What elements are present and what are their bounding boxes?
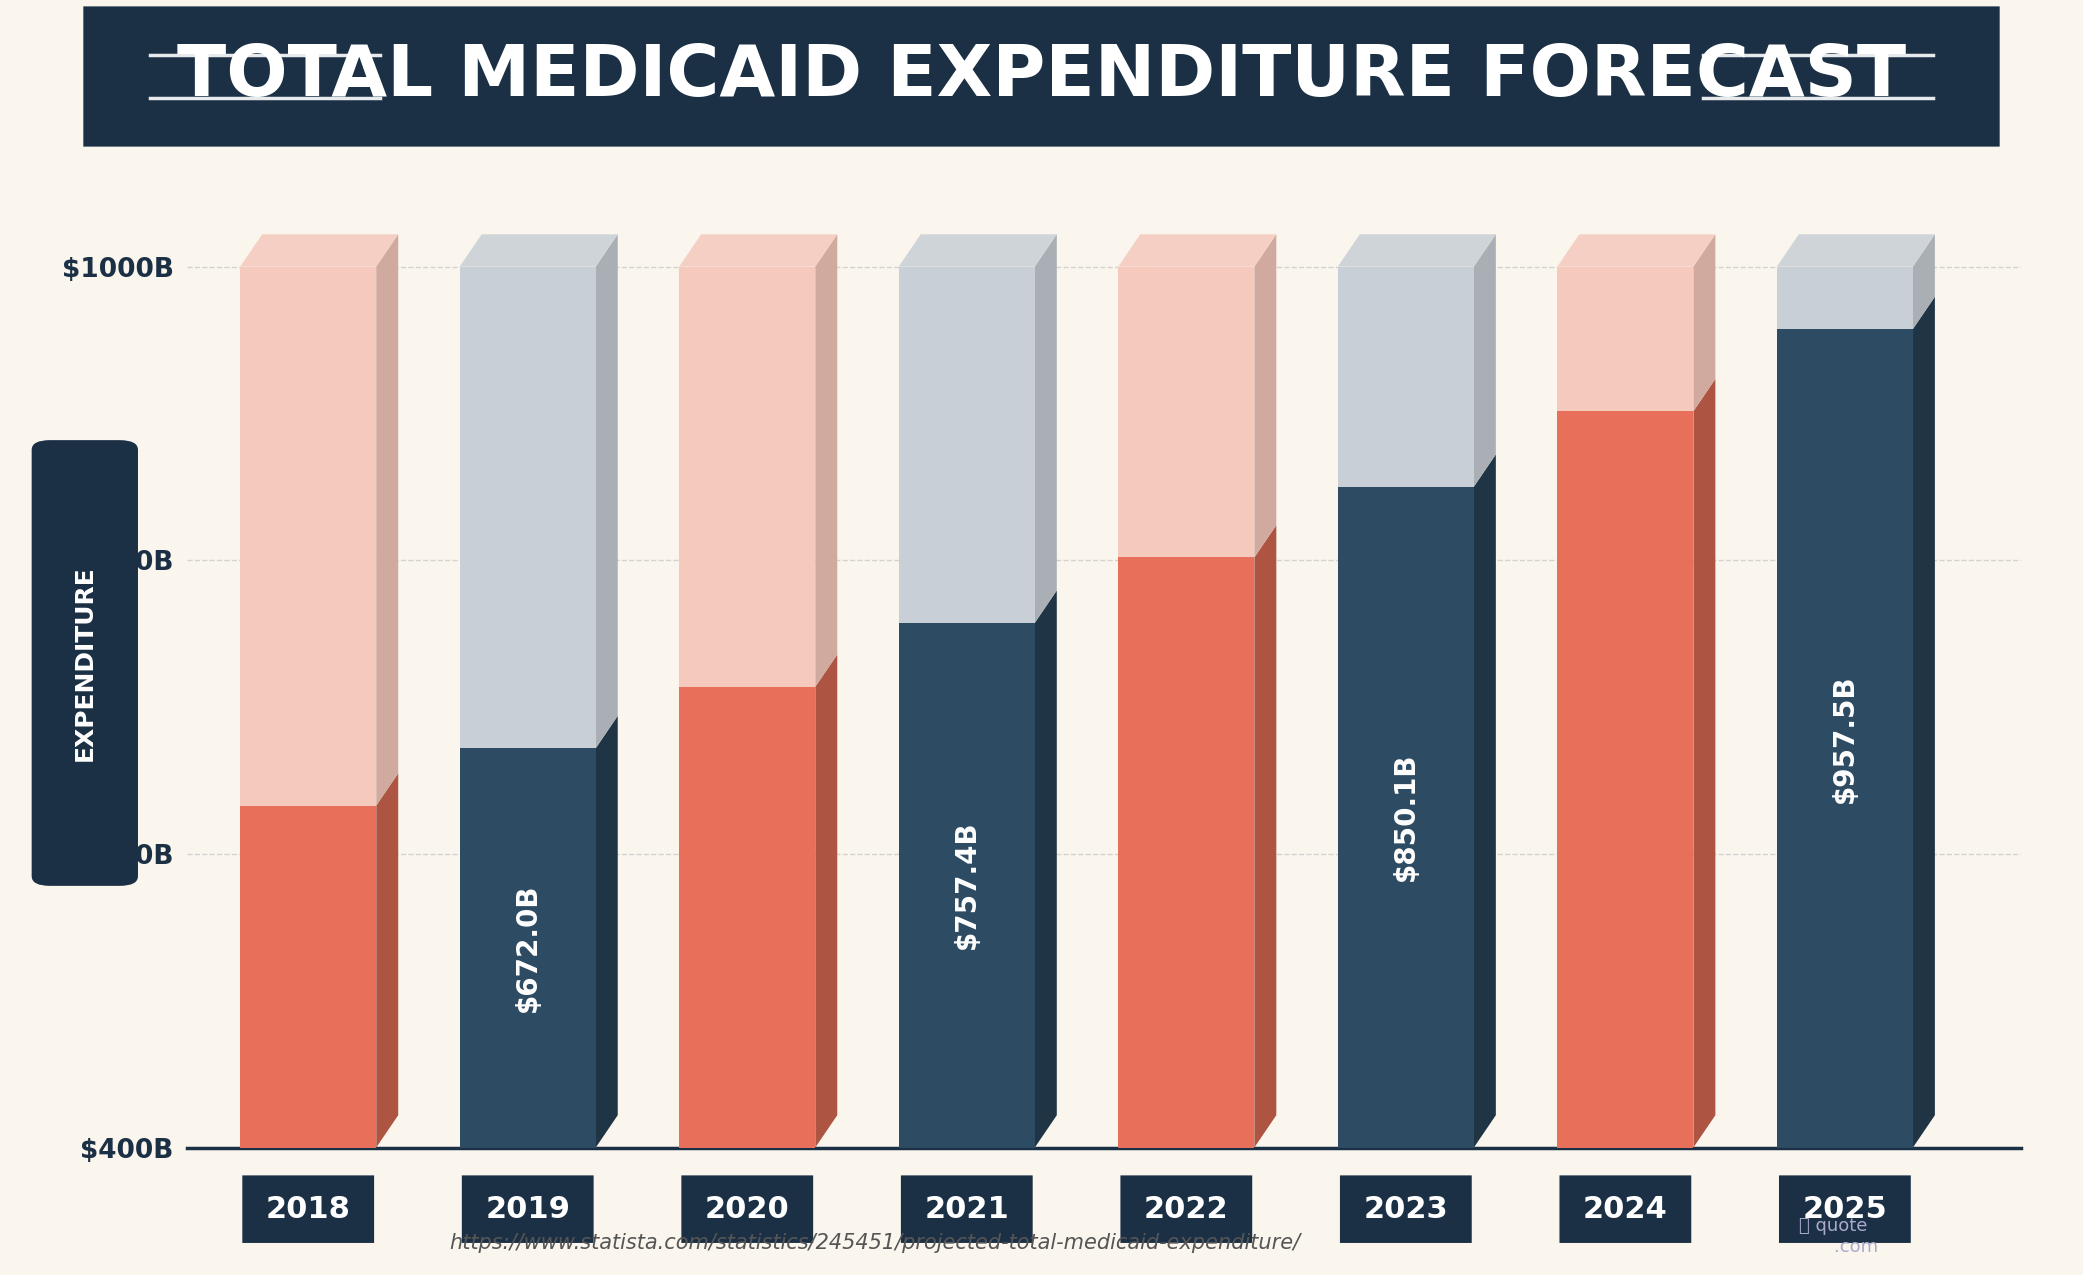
FancyBboxPatch shape bbox=[1121, 1176, 1252, 1243]
Polygon shape bbox=[1254, 525, 1277, 1148]
Text: EXPENDITURE: EXPENDITURE bbox=[73, 565, 96, 761]
Text: $957.5B: $957.5B bbox=[1831, 674, 1858, 802]
Polygon shape bbox=[1558, 266, 1693, 412]
Polygon shape bbox=[898, 622, 1035, 1148]
Polygon shape bbox=[1119, 557, 1254, 1148]
FancyBboxPatch shape bbox=[1779, 1176, 1910, 1243]
Polygon shape bbox=[1035, 235, 1056, 622]
FancyBboxPatch shape bbox=[83, 6, 2000, 147]
Text: TOTAL MEDICAID EXPENDITURE FORECAST: TOTAL MEDICAID EXPENDITURE FORECAST bbox=[177, 42, 1906, 111]
Polygon shape bbox=[898, 266, 1035, 622]
Polygon shape bbox=[460, 748, 596, 1148]
Polygon shape bbox=[377, 773, 398, 1148]
FancyBboxPatch shape bbox=[462, 1176, 594, 1243]
Polygon shape bbox=[1337, 235, 1496, 266]
Polygon shape bbox=[1035, 590, 1056, 1148]
Polygon shape bbox=[1912, 297, 1935, 1148]
FancyBboxPatch shape bbox=[1560, 1176, 1691, 1243]
Polygon shape bbox=[679, 235, 837, 266]
Polygon shape bbox=[679, 687, 814, 1148]
FancyBboxPatch shape bbox=[242, 1176, 375, 1243]
Polygon shape bbox=[1777, 235, 1935, 266]
Text: $850.1B: $850.1B bbox=[1391, 752, 1421, 881]
Polygon shape bbox=[460, 235, 619, 266]
Text: $632.9B: $632.9B bbox=[294, 913, 323, 1040]
Text: $901.5B: $901.5B bbox=[1612, 715, 1639, 844]
FancyBboxPatch shape bbox=[681, 1176, 812, 1243]
Polygon shape bbox=[1475, 454, 1496, 1148]
Text: https://www.statista.com/statistics/245451/projected-total-medicaid-expenditure/: https://www.statista.com/statistics/2454… bbox=[450, 1233, 1300, 1253]
Text: 2018: 2018 bbox=[267, 1195, 350, 1224]
Text: 2022: 2022 bbox=[1144, 1195, 1229, 1224]
Polygon shape bbox=[1119, 266, 1254, 557]
Text: Ⓜ quote
        .com: Ⓜ quote .com bbox=[1787, 1218, 1879, 1256]
Text: $672.0B: $672.0B bbox=[515, 884, 542, 1012]
Polygon shape bbox=[1777, 329, 1912, 1148]
Polygon shape bbox=[240, 266, 377, 806]
Polygon shape bbox=[377, 235, 398, 806]
Text: 2025: 2025 bbox=[1802, 1195, 1887, 1224]
Polygon shape bbox=[1693, 379, 1716, 1148]
Polygon shape bbox=[1558, 412, 1693, 1148]
Polygon shape bbox=[1337, 487, 1475, 1148]
Polygon shape bbox=[1254, 235, 1277, 557]
Polygon shape bbox=[1119, 235, 1277, 266]
FancyBboxPatch shape bbox=[900, 1176, 1033, 1243]
Text: 2021: 2021 bbox=[925, 1195, 1008, 1224]
Polygon shape bbox=[814, 654, 837, 1148]
FancyBboxPatch shape bbox=[31, 440, 137, 886]
Text: $713.8B: $713.8B bbox=[733, 853, 760, 982]
Polygon shape bbox=[1558, 235, 1716, 266]
Text: 2023: 2023 bbox=[1364, 1195, 1448, 1224]
Polygon shape bbox=[814, 235, 837, 687]
Polygon shape bbox=[679, 266, 814, 687]
Polygon shape bbox=[240, 806, 377, 1148]
Text: $801.9B: $801.9B bbox=[1173, 788, 1200, 917]
Polygon shape bbox=[240, 235, 398, 266]
Polygon shape bbox=[1337, 266, 1475, 487]
Text: 2024: 2024 bbox=[1583, 1195, 1668, 1224]
FancyBboxPatch shape bbox=[1339, 1176, 1473, 1243]
Polygon shape bbox=[898, 235, 1056, 266]
Text: 2020: 2020 bbox=[704, 1195, 789, 1224]
Polygon shape bbox=[1475, 235, 1496, 487]
Polygon shape bbox=[1912, 235, 1935, 329]
Polygon shape bbox=[596, 235, 619, 748]
Polygon shape bbox=[596, 715, 619, 1148]
Text: 2019: 2019 bbox=[485, 1195, 571, 1224]
Text: $757.4B: $757.4B bbox=[952, 821, 981, 950]
Polygon shape bbox=[1693, 235, 1716, 412]
Polygon shape bbox=[1777, 266, 1912, 329]
Polygon shape bbox=[460, 266, 596, 748]
